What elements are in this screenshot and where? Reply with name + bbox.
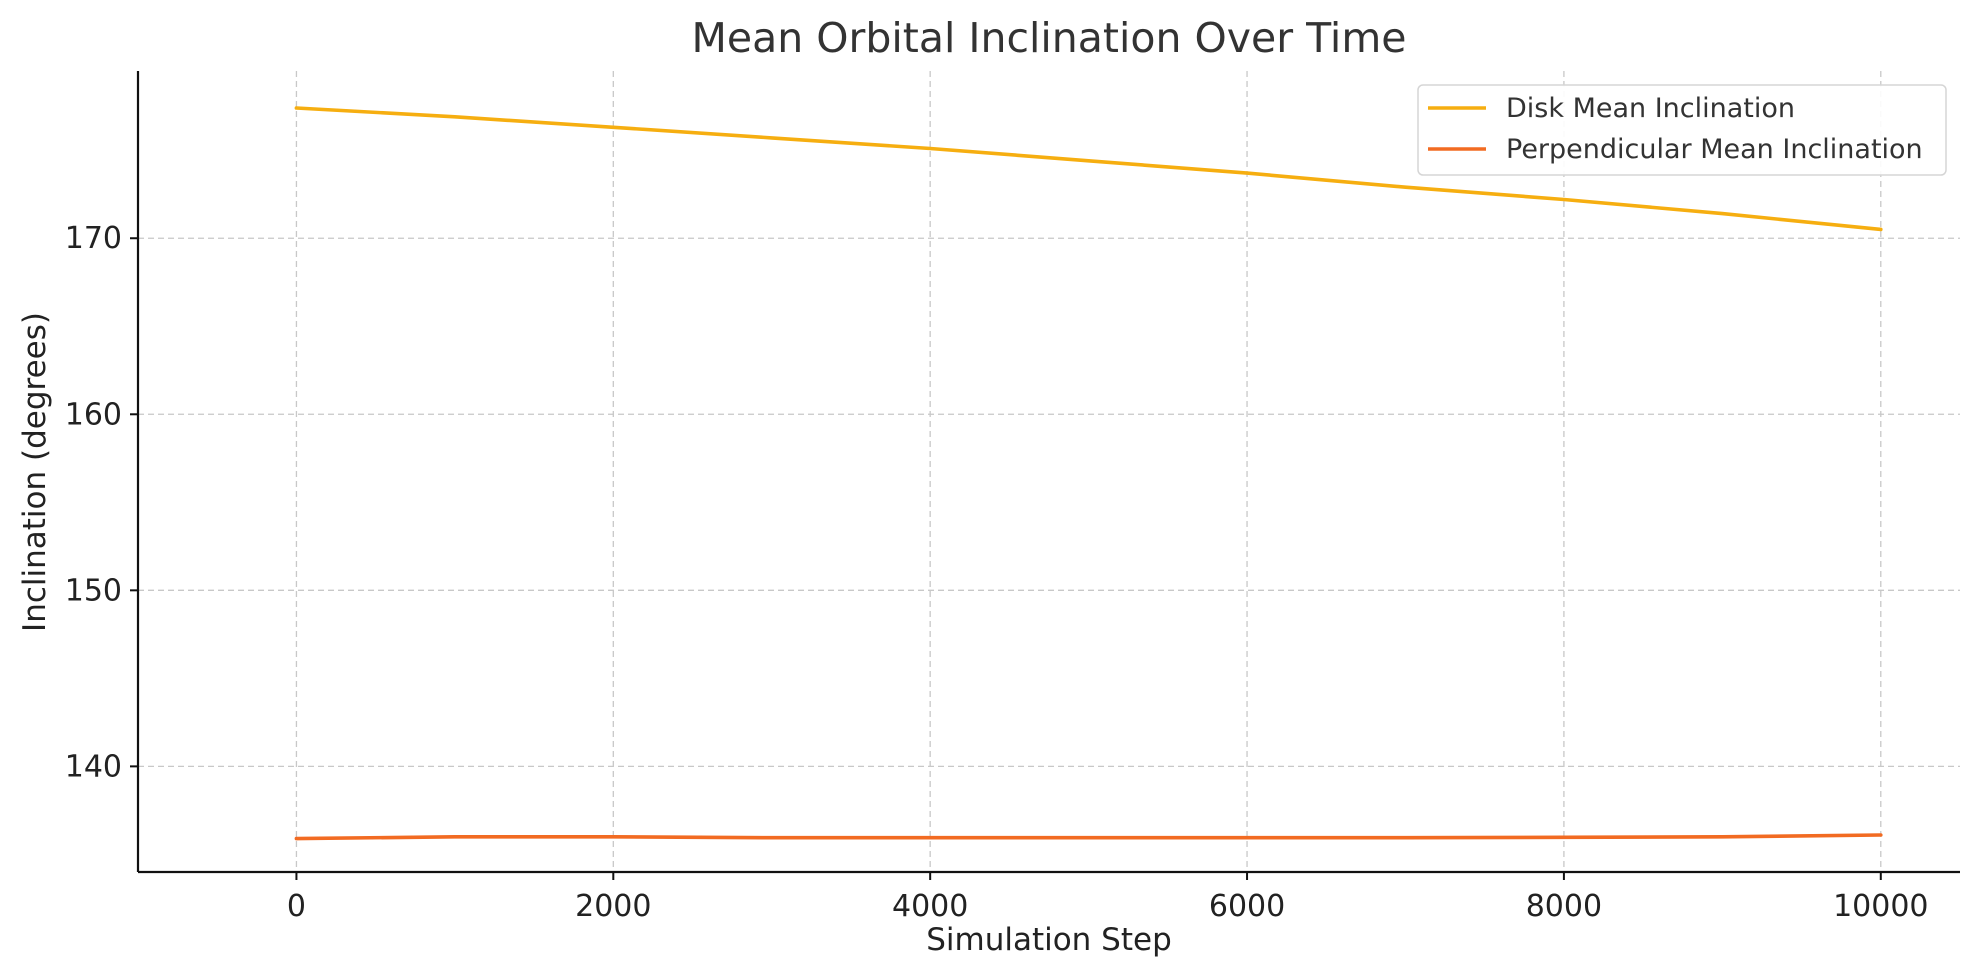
y-axis-label: Inclination (degrees) xyxy=(17,312,53,632)
y-tick-label: 150 xyxy=(65,573,122,608)
x-tick-label: 10000 xyxy=(1833,889,1928,924)
tick-labels: 0 2000 4000 6000 8000 10000 140 150 160 170 xyxy=(65,221,1929,924)
x-tick-label: 4000 xyxy=(892,889,968,924)
legend-label-disk: Disk Mean Inclination xyxy=(1506,93,1795,124)
y-tick-label: 170 xyxy=(65,221,122,256)
y-tick-label: 160 xyxy=(65,397,122,432)
grid-lines xyxy=(138,71,1960,872)
y-tick-label: 140 xyxy=(65,749,122,784)
legend-label-perpendicular: Perpendicular Mean Inclination xyxy=(1506,134,1923,165)
chart-title: Mean Orbital Inclination Over Time xyxy=(692,14,1407,62)
series-lines xyxy=(294,106,1883,841)
x-tick-label: 6000 xyxy=(1209,889,1285,924)
axes xyxy=(130,71,1960,880)
x-tick-label: 2000 xyxy=(575,889,651,924)
series-line-perpendicular xyxy=(294,833,1883,841)
x-axis-label: Simulation Step xyxy=(926,922,1172,958)
x-tick-label: 8000 xyxy=(1526,889,1602,924)
series-line-disk xyxy=(294,106,1883,232)
legend: Disk Mean Inclination Perpendicular Mean… xyxy=(1417,84,1947,176)
x-tick-label: 0 xyxy=(287,889,306,924)
legend-frame xyxy=(1417,84,1947,176)
